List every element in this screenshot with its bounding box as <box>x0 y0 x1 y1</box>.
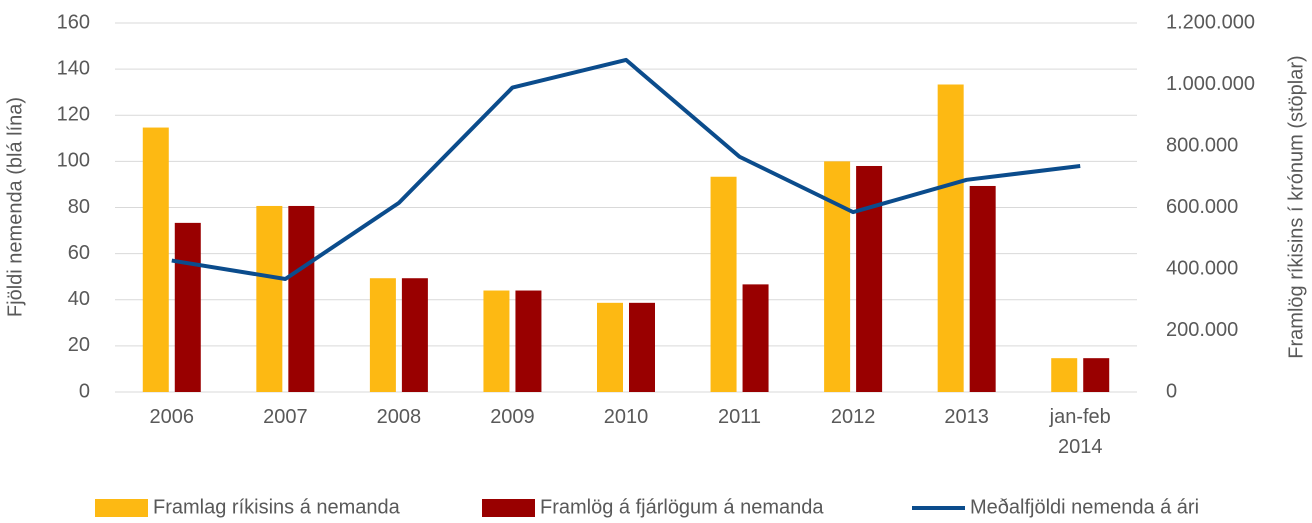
y2-tick-label: 400.000 <box>1166 257 1238 279</box>
x-tick-label: 2007 <box>263 406 308 428</box>
bar <box>174 222 201 392</box>
bar <box>142 127 169 393</box>
y2-tick-label: 1.200.000 <box>1166 11 1255 33</box>
y-tick-label: 20 <box>68 334 90 356</box>
x-tick-label: jan-feb 2014 <box>1049 406 1111 458</box>
bar <box>742 284 769 392</box>
x-tick-label: 2011 <box>718 406 762 428</box>
x-tick-label: 2013 <box>944 406 989 428</box>
y-tick-label: 60 <box>68 242 90 264</box>
y2-tick-label: 0 <box>1166 380 1177 402</box>
bar <box>1051 358 1078 392</box>
x-tick-label: 2008 <box>376 406 422 428</box>
bar <box>1083 358 1110 392</box>
bar <box>969 185 996 392</box>
x-tick-label: 2010 <box>603 406 649 428</box>
line <box>171 57 1081 281</box>
x-tick-label: 2006 <box>149 406 195 428</box>
y-tick-label: 100 <box>57 150 90 172</box>
y2-axis-title: Framlög ríkisins í krónum (stöplar) <box>1285 55 1307 358</box>
bar <box>256 205 283 392</box>
y2-tick-label: 600.000 <box>1166 196 1238 218</box>
y2-tick-label: 1.000.000 <box>1166 73 1255 95</box>
bar <box>401 278 428 392</box>
x-tick-label: 2009 <box>490 406 535 428</box>
y-tick-label: 0 <box>79 380 90 402</box>
y-axis-title: Fjöldi nemenda (blá lína) <box>4 97 26 317</box>
legend-label: Framlög á fjárlögum á nemanda <box>540 496 824 518</box>
bar <box>824 161 851 392</box>
y-tick-label: 120 <box>57 104 90 126</box>
legend-swatch <box>95 499 148 517</box>
y-tick-label: 160 <box>57 11 90 33</box>
legend-label: Framlag ríkisins á nemanda <box>153 496 401 518</box>
bar <box>515 290 542 392</box>
y2-tick-label: 800.000 <box>1166 134 1238 156</box>
bar <box>483 290 510 392</box>
bar <box>937 84 964 392</box>
legend-swatch <box>482 499 535 517</box>
bar <box>710 176 737 392</box>
bar <box>856 165 883 392</box>
legend-label: Meðalfjöldi nemenda á ári <box>970 496 1199 518</box>
bar <box>629 302 655 392</box>
y-tick-label: 40 <box>68 288 90 310</box>
y-tick-label: 140 <box>57 57 90 79</box>
y-tick-label: 80 <box>68 196 90 218</box>
bar <box>369 278 396 392</box>
bar <box>288 205 315 392</box>
y2-tick-label: 200.000 <box>1166 319 1238 341</box>
bar <box>597 302 623 392</box>
x-tick-label: 2012 <box>830 406 876 428</box>
